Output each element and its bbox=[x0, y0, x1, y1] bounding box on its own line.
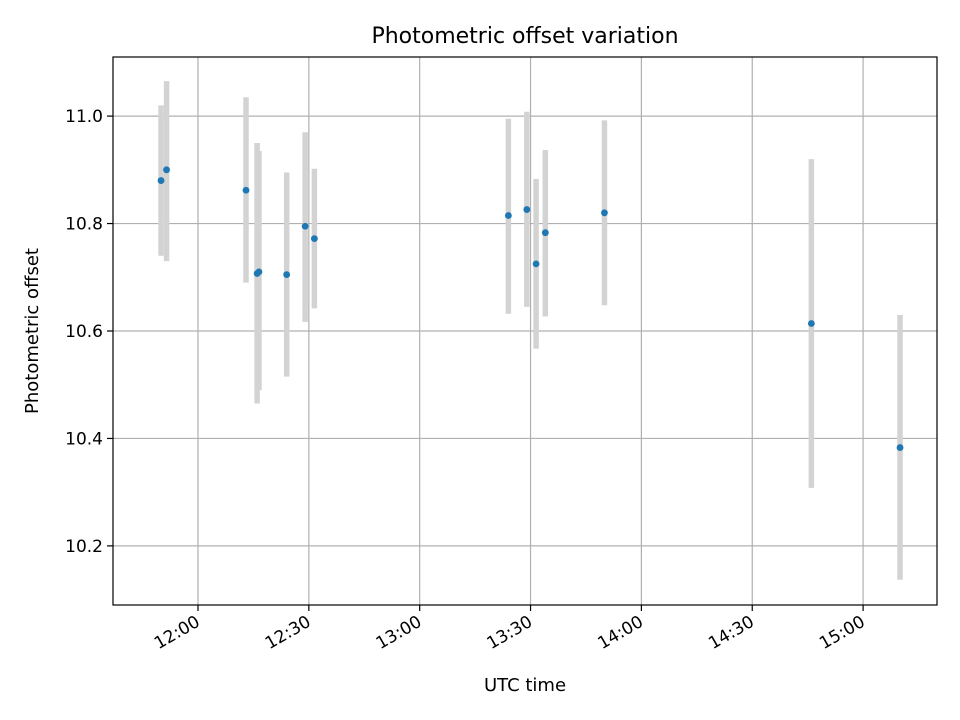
data-point bbox=[157, 177, 165, 184]
data-point bbox=[601, 209, 608, 217]
chart-title: Photometric offset variation bbox=[371, 24, 678, 49]
data-point bbox=[807, 320, 815, 327]
grid-layer bbox=[113, 57, 937, 605]
data-point bbox=[163, 166, 170, 174]
data-point bbox=[283, 271, 291, 278]
data-point bbox=[523, 206, 531, 213]
data-point bbox=[310, 235, 318, 242]
y-tick-label: 10.8 bbox=[65, 215, 103, 235]
y-tick-label: 10.6 bbox=[65, 322, 103, 342]
data-point bbox=[541, 229, 549, 237]
point-layer bbox=[157, 166, 904, 451]
data-point bbox=[242, 186, 250, 194]
data-point bbox=[532, 260, 540, 268]
y-axis-label: Photometric offset bbox=[22, 248, 43, 414]
data-point bbox=[301, 222, 309, 230]
y-tick-label: 10.2 bbox=[65, 537, 103, 557]
data-point bbox=[255, 268, 263, 276]
data-point bbox=[504, 212, 512, 219]
data-point bbox=[896, 444, 904, 451]
y-tick-label: 10.4 bbox=[65, 429, 103, 449]
y-tick-label: 11.0 bbox=[65, 107, 103, 127]
x-axis-label: UTC time bbox=[484, 675, 566, 696]
